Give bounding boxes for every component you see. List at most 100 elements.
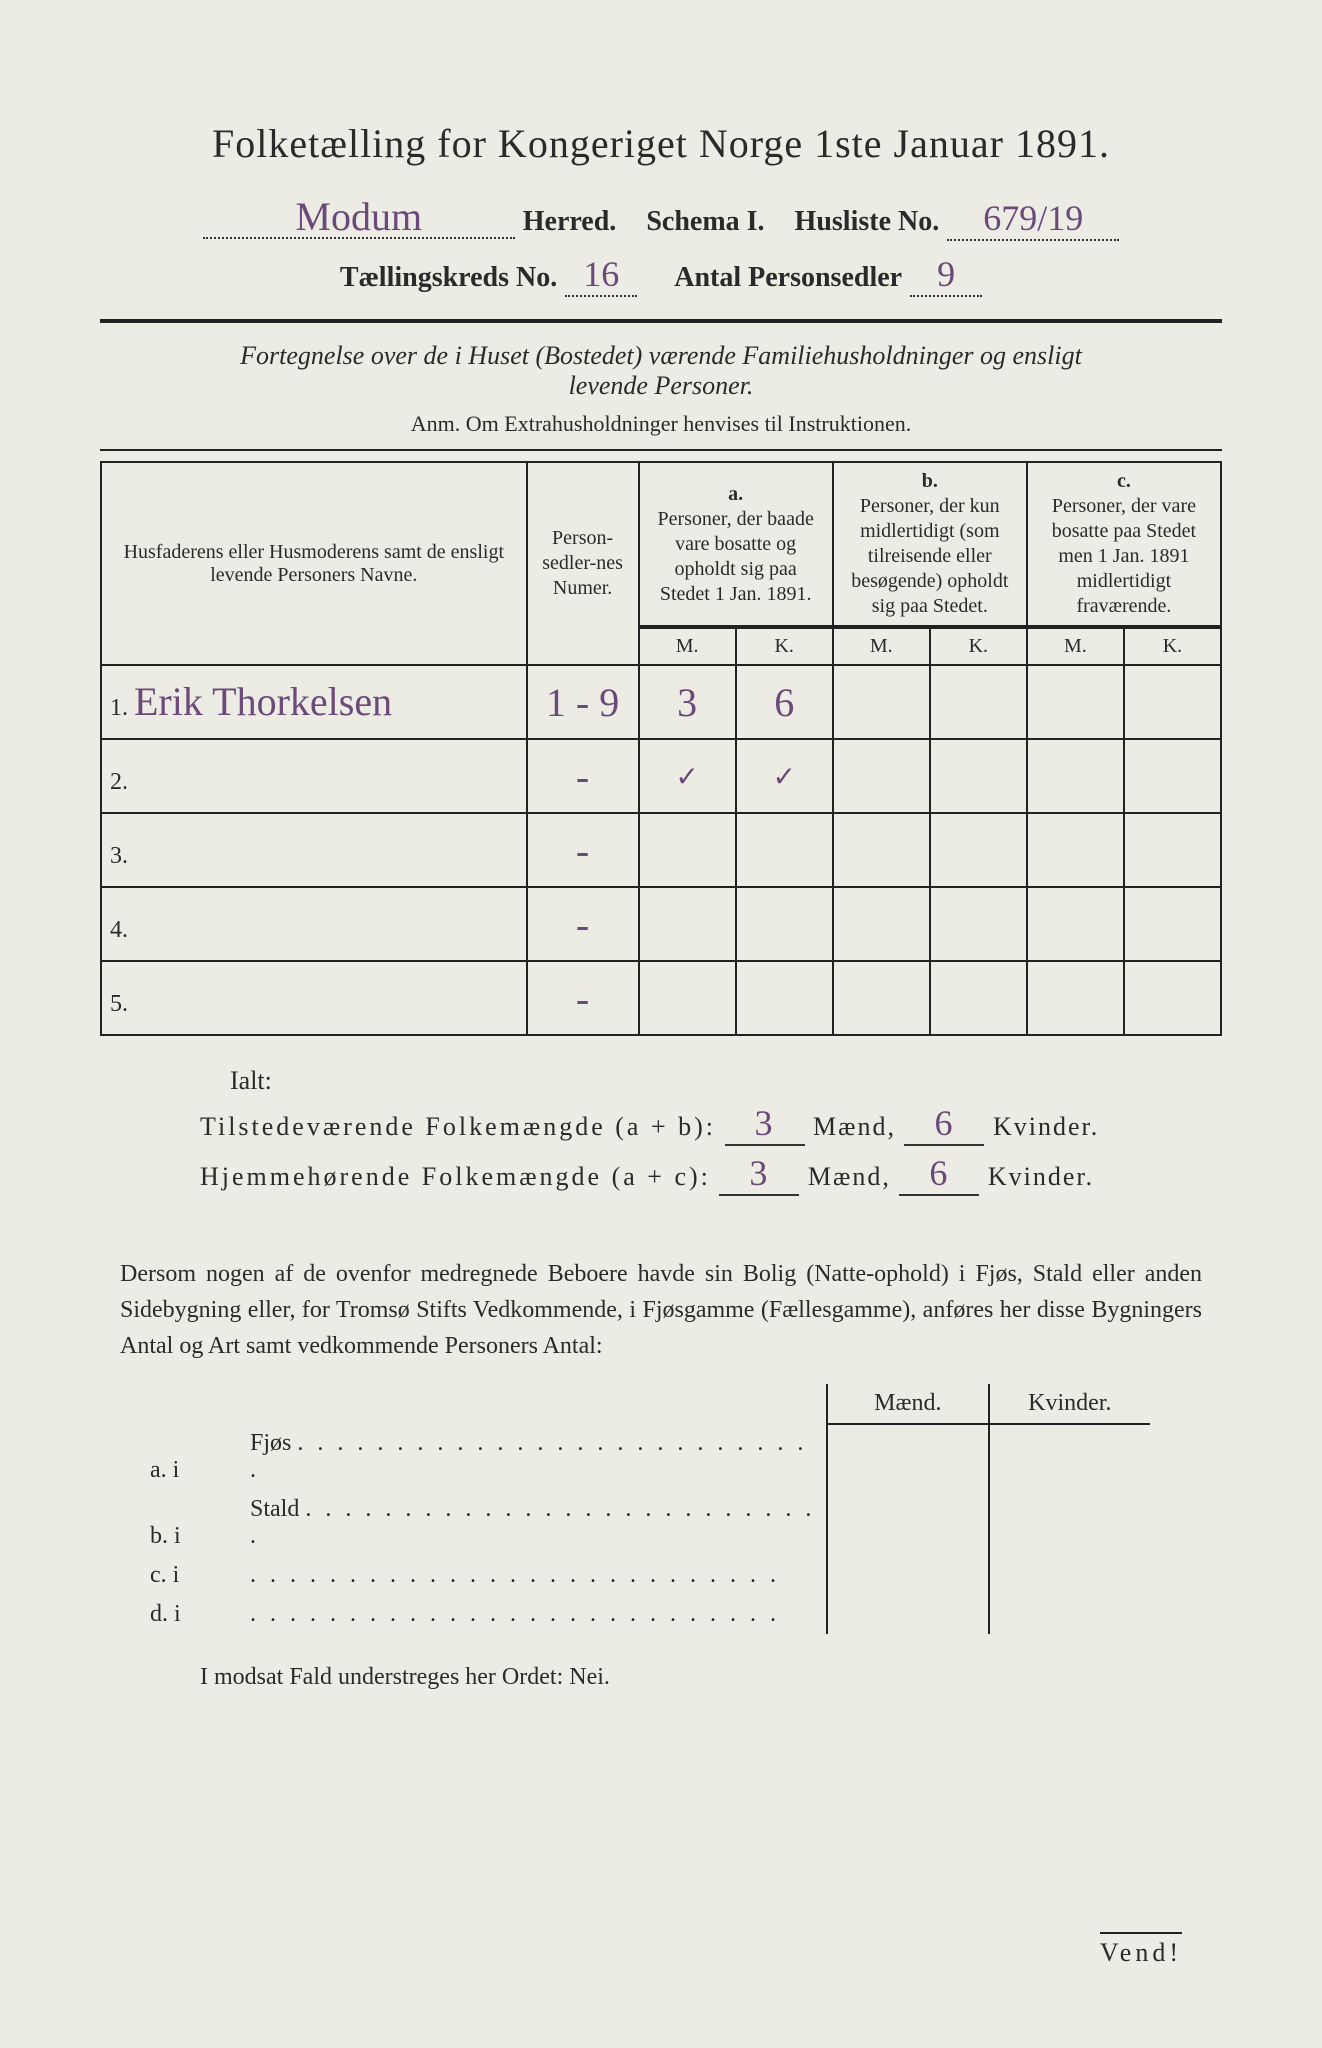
row-c-m — [1027, 961, 1124, 1035]
row-b-m — [833, 961, 930, 1035]
row-idx: 5. — [101, 961, 527, 1035]
kreds-value: 16 — [565, 253, 637, 297]
maend-2: Mænd, — [808, 1162, 891, 1191]
household-table: Husfaderens eller Husmoderens samt de en… — [100, 461, 1222, 1036]
bldg-type: Stald . . . . . . . . . . . . . . . . . … — [240, 1490, 827, 1556]
th-num: Person-sedler-nes Numer. — [527, 462, 639, 665]
row-c-k — [1124, 813, 1221, 887]
row-b-m — [833, 665, 930, 739]
bldg-k — [989, 1595, 1150, 1634]
row-num: - — [527, 887, 639, 961]
row-c-k — [1124, 739, 1221, 813]
row-a-k — [736, 887, 833, 961]
table-row: 1. Erik Thorkelsen1 - 936 — [101, 665, 1221, 739]
bldg-m — [827, 1556, 989, 1595]
bldg-key: d. i — [140, 1595, 240, 1634]
c-m: M. — [1027, 628, 1124, 665]
b-k: K. — [930, 628, 1027, 665]
herred-value: Modum — [203, 197, 515, 239]
bldg-type: . . . . . . . . . . . . . . . . . . . . … — [240, 1595, 827, 1634]
row-c-m — [1027, 739, 1124, 813]
row-c-m — [1027, 887, 1124, 961]
row-num: - — [527, 961, 639, 1035]
th-a: a. Personer, der baade vare bosatte og o… — [639, 462, 833, 626]
bldg-key: b. i — [140, 1490, 240, 1556]
page-title: Folketælling for Kongeriget Norge 1ste J… — [100, 120, 1222, 167]
bldg-k — [989, 1424, 1150, 1490]
th-name: Husfaderens eller Husmoderens samt de en… — [101, 462, 527, 665]
bldg-row: a. iFjøs . . . . . . . . . . . . . . . .… — [140, 1424, 1150, 1490]
bldg-row: d. i . . . . . . . . . . . . . . . . . .… — [140, 1595, 1150, 1634]
row-num: - — [527, 739, 639, 813]
nei-line: I modsat Fald understreges her Ordet: Ne… — [200, 1664, 1222, 1691]
sum-ac: Hjemmehørende Folkemængde (a + c): 3 Mæn… — [200, 1152, 1222, 1196]
th-b: b. Personer, der kun midlertidigt (som t… — [833, 462, 1027, 626]
dots: . . . . . . . . . . . . . . . . . . . . … — [250, 1562, 780, 1588]
maend-1: Mænd, — [813, 1112, 896, 1141]
a-label: a. — [728, 483, 743, 505]
sum-ac-m: 3 — [719, 1152, 799, 1196]
a-k: K. — [736, 628, 833, 665]
anm-text: Anm. Om Extrahusholdninger henvises til … — [100, 411, 1222, 437]
bldg-type: . . . . . . . . . . . . . . . . . . . . … — [240, 1556, 827, 1595]
row-b-m — [833, 813, 930, 887]
th-c: c. Personer, der vare bosatte paa Stedet… — [1027, 462, 1221, 626]
bldg-type: Fjøs . . . . . . . . . . . . . . . . . .… — [240, 1424, 827, 1490]
table-row: 5. - — [101, 961, 1221, 1035]
bldg-k — [989, 1556, 1150, 1595]
row-b-k — [930, 813, 1027, 887]
header-line-2: Tællingskreds No. 16 Antal Personsedler … — [100, 253, 1222, 297]
row-a-k: 6 — [736, 665, 833, 739]
kreds-label: Tællingskreds No. — [340, 262, 557, 294]
bldg-k — [989, 1490, 1150, 1556]
row-c-k — [1124, 887, 1221, 961]
kvinder-2: Kvinder. — [988, 1162, 1094, 1191]
antal-value: 9 — [910, 253, 982, 297]
row-a-k — [736, 813, 833, 887]
row-b-k — [930, 739, 1027, 813]
bldg-row: b. iStald . . . . . . . . . . . . . . . … — [140, 1490, 1150, 1556]
rule-2 — [100, 449, 1222, 451]
row-idx: 1. Erik Thorkelsen — [101, 665, 527, 739]
row-num: 1 - 9 — [527, 665, 639, 739]
ialt-label: Ialt: — [230, 1066, 1222, 1096]
mid-line1: Fortegnelse over de i Huset (Bostedet) v… — [240, 341, 1082, 370]
dots: . . . . . . . . . . . . . . . . . . . . … — [250, 1430, 807, 1483]
header-line-1: Modum Herred. Schema I. Husliste No. 679… — [100, 197, 1222, 241]
b-m: M. — [833, 628, 930, 665]
row-c-k — [1124, 961, 1221, 1035]
husliste-value: 679/19 — [947, 197, 1119, 241]
bldg-m — [827, 1490, 989, 1556]
c-label: c. — [1117, 470, 1131, 492]
row-name: Erik Thorkelsen — [134, 679, 392, 724]
b-text: Personer, der kun midlertidigt (som tilr… — [851, 495, 1008, 617]
dots: . . . . . . . . . . . . . . . . . . . . … — [250, 1601, 780, 1627]
a-m: M. — [639, 628, 736, 665]
row-a-k: ✓ — [736, 739, 833, 813]
sum-ab-label: Tilstedeværende Folkemængde (a + b): — [200, 1112, 716, 1141]
c-k: K. — [1124, 628, 1221, 665]
row-a-m: 3 — [639, 665, 736, 739]
row-b-m — [833, 739, 930, 813]
husliste-label: Husliste No. — [795, 206, 940, 238]
row-b-k — [930, 887, 1027, 961]
row-b-k — [930, 665, 1027, 739]
row-a-m — [639, 813, 736, 887]
table-row: 4. - — [101, 887, 1221, 961]
row-num: - — [527, 813, 639, 887]
bldg-m — [827, 1595, 989, 1634]
building-table: Mænd. Kvinder. a. iFjøs . . . . . . . . … — [140, 1384, 1150, 1634]
row-idx: 2. — [101, 739, 527, 813]
schema-label: Schema I. — [646, 206, 764, 238]
row-a-k — [736, 961, 833, 1035]
vend-label: Vend! — [1100, 1932, 1182, 1968]
a-text: Personer, der baade vare bosatte og opho… — [657, 508, 813, 605]
b-label: b. — [922, 470, 938, 492]
row-c-m — [1027, 665, 1124, 739]
sum-ac-label: Hjemmehørende Folkemængde (a + c): — [200, 1162, 711, 1191]
sum-ab-k: 6 — [904, 1102, 984, 1146]
dots: . . . . . . . . . . . . . . . . . . . . … — [250, 1496, 815, 1549]
row-idx: 3. — [101, 813, 527, 887]
census-form-page: Folketælling for Kongeriget Norge 1ste J… — [0, 0, 1322, 2048]
row-idx: 4. — [101, 887, 527, 961]
